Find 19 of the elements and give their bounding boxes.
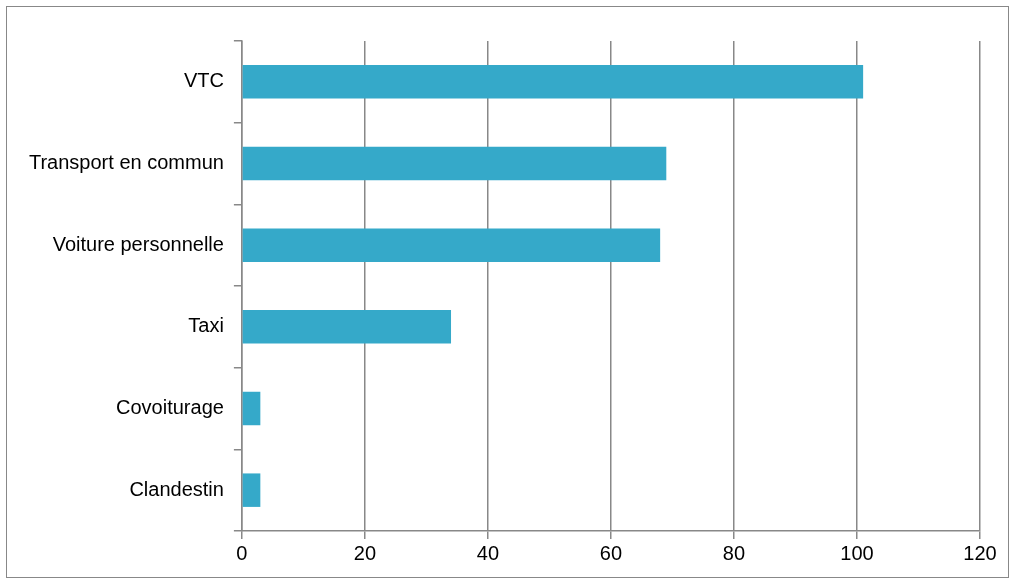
y-tick-label: VTC xyxy=(183,69,224,92)
x-tick-label: 120 xyxy=(963,541,997,564)
bar xyxy=(242,310,452,344)
x-tick-label: 100 xyxy=(840,541,874,564)
x-tick-label: 0 xyxy=(236,541,248,564)
x-tick-label: 60 xyxy=(599,541,623,564)
x-tick-label: 40 xyxy=(476,541,500,564)
x-tick-label: 80 xyxy=(722,541,746,564)
bar xyxy=(242,228,661,262)
y-tick-label: Clandestin xyxy=(129,477,224,500)
bar xyxy=(242,391,261,426)
bar xyxy=(242,473,261,507)
y-tick-label: Covoiturage xyxy=(116,396,224,419)
bar xyxy=(242,146,667,181)
x-tick-label: 20 xyxy=(353,541,377,564)
y-tick-label: Transport en commun xyxy=(28,151,224,174)
y-tick-label: Taxi xyxy=(188,314,224,337)
y-tick-label: Voiture personnelle xyxy=(52,232,224,255)
bar xyxy=(242,65,864,99)
